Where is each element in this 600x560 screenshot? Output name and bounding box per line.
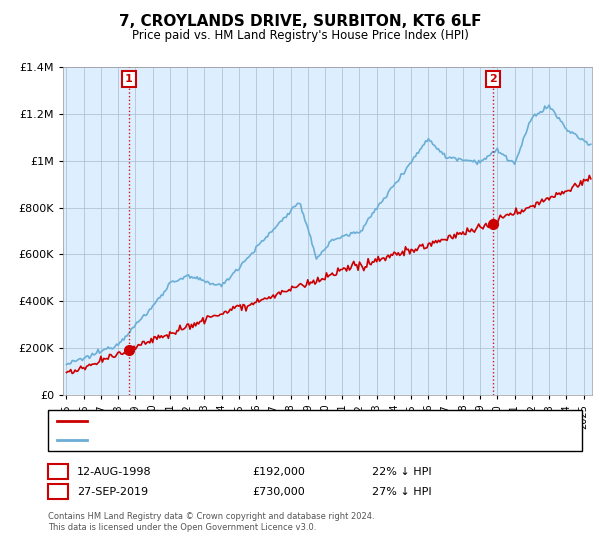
Text: 2: 2 (54, 487, 62, 497)
Text: 27-SEP-2019: 27-SEP-2019 (77, 487, 148, 497)
Text: £730,000: £730,000 (252, 487, 305, 497)
Text: 2: 2 (489, 74, 497, 84)
Text: 1: 1 (125, 74, 133, 84)
Text: 27% ↓ HPI: 27% ↓ HPI (372, 487, 431, 497)
Text: 22% ↓ HPI: 22% ↓ HPI (372, 466, 431, 477)
Text: 12-AUG-1998: 12-AUG-1998 (77, 466, 151, 477)
Text: £192,000: £192,000 (252, 466, 305, 477)
Text: Price paid vs. HM Land Registry's House Price Index (HPI): Price paid vs. HM Land Registry's House … (131, 29, 469, 42)
Text: 1: 1 (54, 466, 62, 477)
Text: Contains HM Land Registry data © Crown copyright and database right 2024.
This d: Contains HM Land Registry data © Crown c… (48, 512, 374, 532)
Text: 7, CROYLANDS DRIVE, SURBITON, KT6 6LF (detached house): 7, CROYLANDS DRIVE, SURBITON, KT6 6LF (d… (93, 416, 407, 426)
Text: 7, CROYLANDS DRIVE, SURBITON, KT6 6LF: 7, CROYLANDS DRIVE, SURBITON, KT6 6LF (119, 14, 481, 29)
Text: HPI: Average price, detached house, Kingston upon Thames: HPI: Average price, detached house, King… (93, 435, 406, 445)
